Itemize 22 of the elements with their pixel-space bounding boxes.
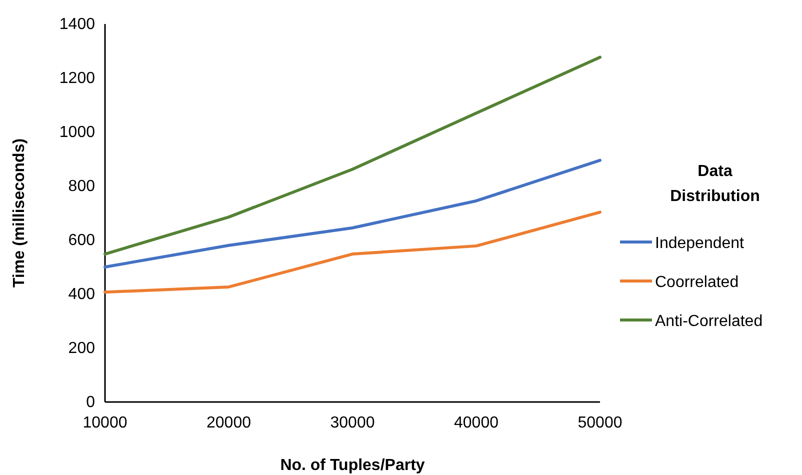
legend-label: Coorrelated [655, 274, 739, 291]
x-tick-label: 50000 [578, 414, 622, 432]
y-tick-label: 400 [68, 286, 96, 304]
y-tick-label: 200 [68, 340, 96, 358]
y-tick-label: 1400 [59, 16, 96, 34]
y-tick-label: 1000 [59, 124, 96, 142]
x-tick-label: 20000 [206, 414, 252, 432]
y-tick-label: 600 [68, 232, 96, 250]
line-series [104, 56, 602, 256]
y-tick-label: 1200 [59, 70, 96, 88]
y-tick-label: 800 [68, 178, 96, 196]
x-tick-label: 30000 [330, 414, 375, 432]
legend-label: Independent [655, 235, 745, 252]
legend-label: Anti-Correlated [655, 313, 763, 330]
x-tick-label: 10000 [82, 414, 128, 432]
y-tick-label: 0 [86, 394, 96, 412]
line-series [104, 158, 602, 268]
y-axis-title: Time (milliseconds) [11, 138, 28, 288]
legend-title: Data Distribution [670, 163, 760, 205]
x-tick-label: 40000 [454, 414, 499, 432]
line-series [104, 210, 602, 294]
x-axis-title: No. of Tuples/Party [280, 457, 425, 474]
